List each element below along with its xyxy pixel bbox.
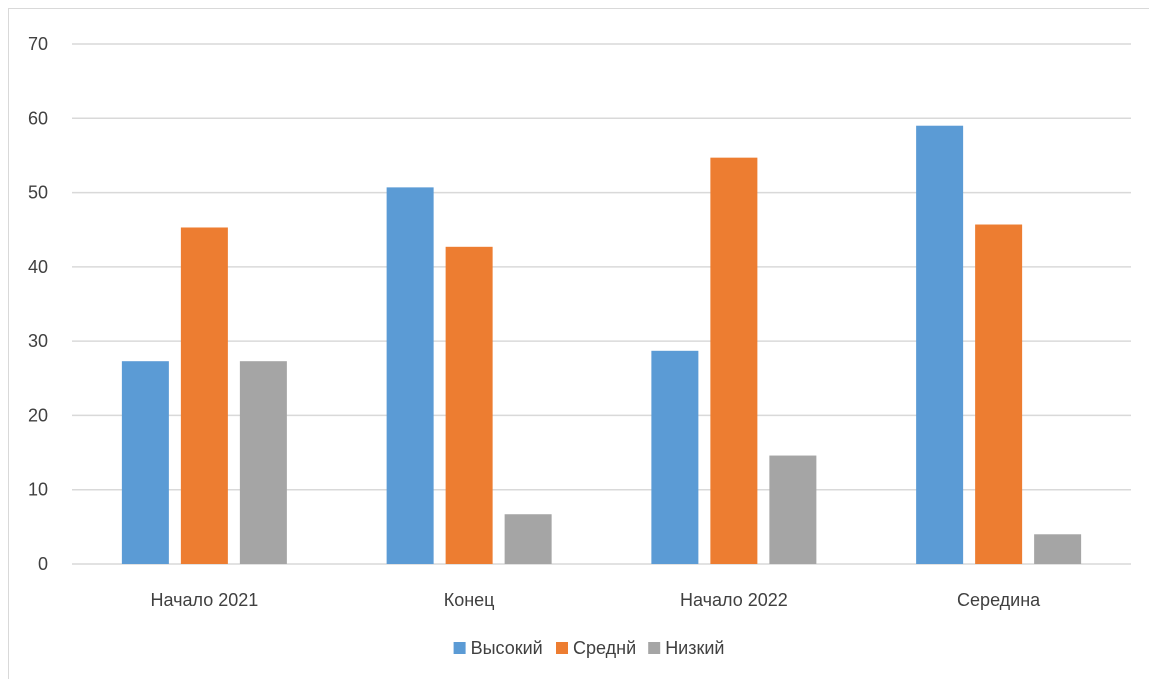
- bar-3-4: [1034, 534, 1082, 564]
- x-tick-label: Конец: [444, 590, 495, 610]
- legend: Высокий Среднй Низкий: [453, 638, 724, 658]
- y-axis-ticks: 0 10 20 30 40 50 60 70: [28, 34, 48, 574]
- bar-1-1: [121, 361, 169, 564]
- y-tick-label: 10: [28, 480, 48, 500]
- bar-2-4: [975, 224, 1023, 564]
- bar-3-2: [504, 514, 552, 564]
- bar-2-3: [710, 157, 758, 564]
- legend-swatch-2: [556, 642, 568, 654]
- bar-1-4: [916, 125, 964, 564]
- legend-label: Среднй: [573, 638, 636, 658]
- y-tick-label: 20: [28, 405, 48, 425]
- y-tick-label: 50: [28, 183, 48, 203]
- legend-label: Высокий: [471, 638, 543, 658]
- x-tick-label: Начало 2021: [150, 590, 258, 610]
- y-tick-label: 40: [28, 257, 48, 277]
- bar-2-1: [180, 227, 228, 564]
- y-tick-label: 60: [28, 108, 48, 128]
- x-axis-ticks: Начало 2021 Конец Начало 2022 Середина: [150, 590, 1041, 610]
- bar-3-3: [769, 455, 817, 564]
- legend-swatch-1: [453, 642, 466, 654]
- bar-1-2: [386, 187, 434, 564]
- legend-swatch-3: [648, 642, 661, 654]
- x-tick-label: Начало 2022: [680, 590, 788, 610]
- y-tick-label: 70: [28, 34, 48, 54]
- bar-2-2: [445, 246, 493, 565]
- bars: [121, 125, 1082, 565]
- y-tick-label: 30: [28, 331, 48, 351]
- y-tick-label: 0: [38, 554, 48, 574]
- x-tick-label: Середина: [957, 590, 1041, 610]
- gridlines: [72, 43, 1131, 565]
- bar-3-1: [239, 361, 287, 564]
- legend-label: Низкий: [665, 638, 724, 658]
- bar-1-3: [651, 350, 699, 564]
